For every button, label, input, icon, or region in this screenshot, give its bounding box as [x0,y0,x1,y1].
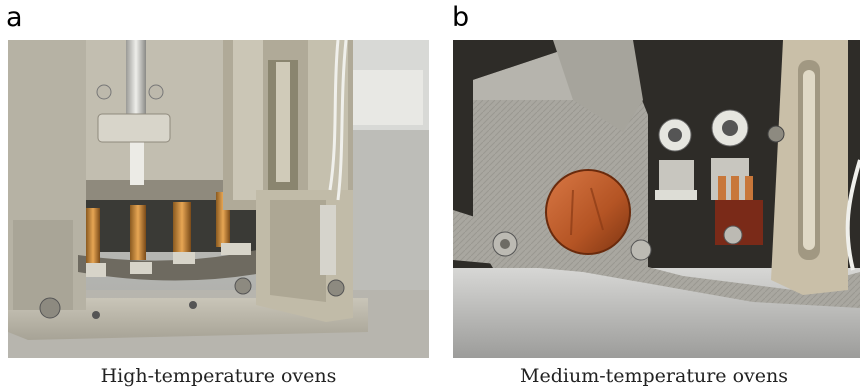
panel-b-caption: Medium-temperature ovens [520,365,788,387]
panel-b-photo [453,40,860,358]
panel-b-label: b [452,2,470,33]
panel-a-label: a [6,2,23,33]
panel-a-photo [8,40,429,358]
panel-a-caption: High-temperature ovens [100,365,337,387]
